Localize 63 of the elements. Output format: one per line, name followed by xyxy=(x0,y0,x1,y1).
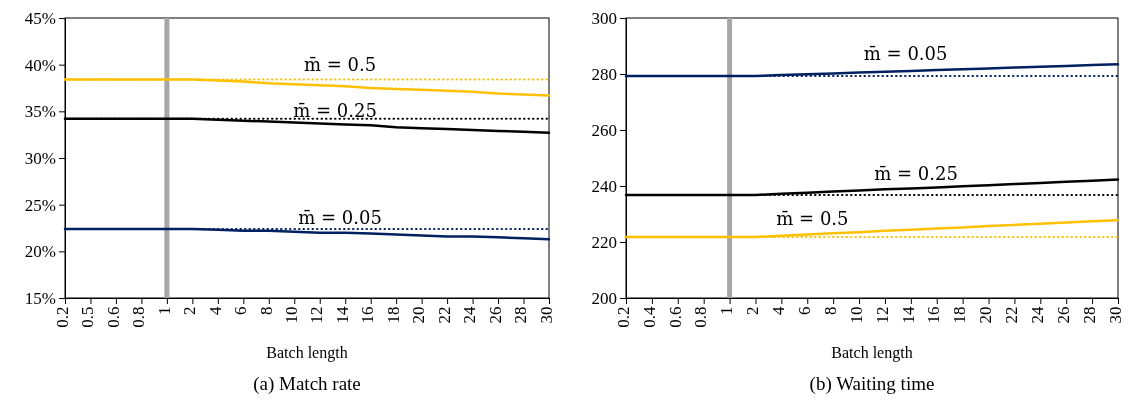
y-tick-label: 220 xyxy=(591,232,617,252)
y-tick-label: 280 xyxy=(591,64,617,84)
series-label: m̄ = 0.05 xyxy=(298,206,382,228)
series-label: m̄ = 0.05 xyxy=(863,43,948,65)
y-tick-label: 260 xyxy=(591,120,617,140)
series-label: m̄ = 0.25 xyxy=(293,100,377,122)
x-tick-label: 14 xyxy=(332,306,352,324)
x-tick-label: 20 xyxy=(976,306,996,324)
x-tick-label: 4 xyxy=(769,306,789,315)
x-tick-label: 2 xyxy=(180,306,200,315)
text: (b) Waiting time xyxy=(809,373,935,395)
x-tick-label: 4 xyxy=(205,306,225,315)
x-tick-label: 0.5 xyxy=(78,306,98,328)
y-tick-label: 40% xyxy=(24,55,56,75)
x-tick-label: 0.8 xyxy=(129,306,149,328)
x-tick-label: 26 xyxy=(1053,306,1073,324)
x-tick-label: 1 xyxy=(154,306,174,315)
x-tick-label: 0.2 xyxy=(52,306,72,328)
x-tick-label: 22 xyxy=(1002,306,1022,324)
x-tick-label: 8 xyxy=(820,306,840,315)
x-axis-title: Batch length xyxy=(266,344,348,362)
x-tick-label: 18 xyxy=(383,306,403,324)
x-tick-label: 10 xyxy=(846,306,866,324)
x-axis-title: Batch length xyxy=(831,344,913,362)
text: (a) Match rate xyxy=(253,373,361,395)
x-tick-label: 28 xyxy=(511,306,531,324)
x-tick-label: 20 xyxy=(409,306,429,324)
series-label: m̄ = 0.25 xyxy=(874,163,958,185)
x-tick-label: 22 xyxy=(434,306,454,324)
x-tick-label: 16 xyxy=(358,306,378,324)
x-tick-label: 16 xyxy=(924,306,944,324)
x-tick-label: 6 xyxy=(231,306,251,315)
series-label: m̄ = 0.5 xyxy=(304,53,377,75)
x-tick-label: 0.8 xyxy=(691,306,711,328)
x-tick-label: 0.6 xyxy=(665,306,685,328)
x-tick-label: 1 xyxy=(717,306,737,315)
x-tick-label: 14 xyxy=(898,306,918,324)
y-tick-label: 15% xyxy=(24,288,56,308)
x-tick-label: 10 xyxy=(281,306,301,324)
x-tick-label: 2 xyxy=(743,306,763,315)
x-tick-label: 12 xyxy=(307,306,327,324)
x-tick-label: 26 xyxy=(485,306,505,324)
y-tick-label: 20% xyxy=(24,242,56,262)
y-tick-label: 25% xyxy=(24,195,56,215)
x-tick-label: 30 xyxy=(536,306,556,324)
y-tick-label: 240 xyxy=(591,176,617,196)
x-tick-label: 24 xyxy=(460,306,480,324)
y-tick-label: 45% xyxy=(24,8,56,28)
x-tick-label: 0.4 xyxy=(639,306,659,328)
x-tick-label: 18 xyxy=(950,306,970,324)
series-label: m̄ = 0.5 xyxy=(776,208,849,230)
x-tick-label: 0.6 xyxy=(103,306,123,328)
x-tick-label: 6 xyxy=(794,306,814,315)
x-tick-label: 30 xyxy=(1105,306,1125,324)
y-tick-label: 300 xyxy=(591,8,617,28)
y-tick-label: 35% xyxy=(24,102,56,122)
y-tick-label: 200 xyxy=(591,288,617,308)
x-tick-label: 8 xyxy=(256,306,276,315)
x-tick-label: 12 xyxy=(872,306,892,324)
y-tick-label: 30% xyxy=(24,148,56,168)
x-tick-label: 0.2 xyxy=(613,306,633,328)
x-tick-label: 24 xyxy=(1028,306,1048,324)
x-tick-label: 28 xyxy=(1079,306,1099,324)
